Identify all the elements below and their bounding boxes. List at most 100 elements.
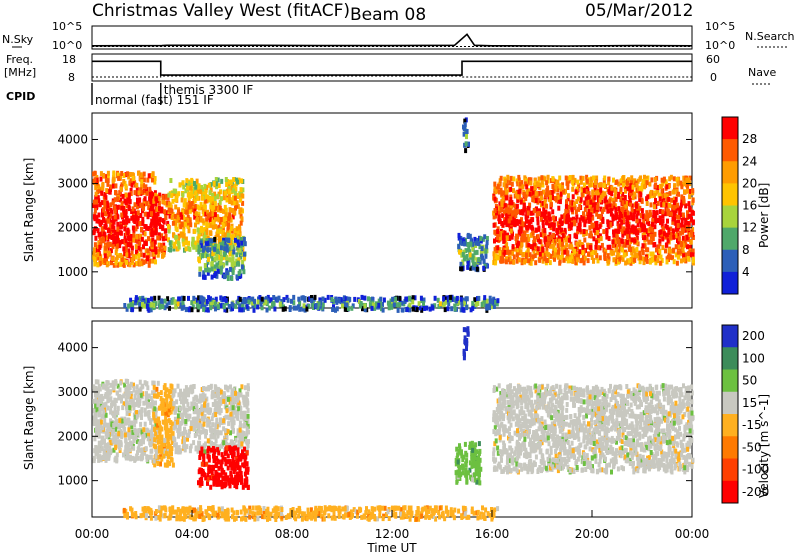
- range-cell: [647, 240, 650, 245]
- range-cell: [142, 427, 145, 432]
- range-cell: [141, 237, 144, 242]
- range-cell: [503, 220, 506, 225]
- range-cell: [653, 193, 656, 198]
- range-cell: [225, 182, 228, 187]
- range-cell: [108, 398, 111, 403]
- range-cell: [509, 187, 512, 192]
- range-cell: [213, 247, 216, 252]
- freq-tick-bottom: 8: [68, 71, 75, 84]
- range-cell: [377, 303, 380, 308]
- range-cell: [398, 296, 401, 301]
- range-cell: [619, 212, 622, 217]
- range-cell: [208, 183, 211, 188]
- range-cell: [114, 379, 117, 384]
- range-cell: [125, 220, 128, 225]
- range-cell: [137, 253, 140, 258]
- range-cell: [174, 299, 177, 304]
- range-cell: [257, 300, 260, 305]
- range-cell: [602, 229, 605, 234]
- cpid-segment-label: themis 3300 IF: [164, 83, 254, 97]
- range-cell: [149, 442, 152, 447]
- range-cell: [344, 307, 347, 312]
- range-cell: [240, 307, 243, 312]
- range-cell: [97, 411, 100, 416]
- range-cell: [222, 297, 225, 302]
- range-cell: [125, 253, 128, 258]
- range-cell: [168, 389, 171, 394]
- colorbar-tick-label: 16: [742, 199, 757, 213]
- range-cell: [322, 302, 325, 307]
- range-cell: [93, 251, 96, 256]
- range-cell: [163, 438, 166, 443]
- range-cell: [163, 209, 166, 214]
- range-cell: [608, 199, 611, 204]
- range-cell: [608, 236, 611, 241]
- range-cell: [476, 267, 479, 272]
- range-cell: [144, 184, 147, 189]
- range-cell: [529, 181, 532, 186]
- range-cell: [197, 249, 200, 254]
- range-cell: [231, 245, 234, 250]
- range-cell: [139, 410, 142, 415]
- range-cell: [665, 243, 668, 248]
- range-cell: [102, 410, 105, 415]
- range-cell: [505, 207, 508, 212]
- range-cell: [159, 305, 162, 310]
- range-cell: [183, 296, 186, 301]
- range-cell: [146, 304, 149, 309]
- range-cell: [412, 307, 415, 312]
- range-cell: [138, 241, 141, 246]
- range-cell: [186, 218, 189, 223]
- range-cell: [622, 200, 625, 205]
- range-cell: [431, 306, 434, 311]
- range-cell: [500, 200, 503, 205]
- range-cell: [114, 456, 117, 461]
- range-cell: [484, 254, 487, 259]
- range-cell: [147, 298, 150, 303]
- range-cell: [680, 258, 683, 263]
- range-cell: [398, 302, 401, 307]
- range-cell: [569, 244, 572, 249]
- range-cell: [689, 214, 692, 219]
- range-cell: [345, 303, 348, 308]
- range-cell: [666, 225, 669, 230]
- range-cell: [418, 301, 421, 306]
- range-cell: [653, 224, 656, 229]
- range-cell: [154, 432, 157, 437]
- range-cell: [643, 235, 646, 240]
- power-colorbar-label: Power [dB]: [757, 183, 771, 248]
- range-cell: [331, 307, 334, 312]
- range-cell: [234, 184, 237, 189]
- range-cell: [686, 184, 689, 189]
- range-cell: [185, 210, 188, 215]
- range-cell: [231, 262, 234, 267]
- range-cell: [420, 296, 423, 301]
- range-cell: [624, 195, 627, 200]
- range-cell: [132, 218, 135, 223]
- range-cell: [624, 231, 627, 236]
- range-cell: [488, 305, 491, 310]
- range-cell: [621, 239, 624, 244]
- range-cell: [620, 220, 623, 225]
- range-cell: [223, 246, 226, 251]
- range-cell: [126, 197, 129, 202]
- range-cell: [211, 206, 214, 211]
- range-cell: [649, 226, 652, 231]
- range-cell: [565, 176, 568, 181]
- range-cell: [512, 176, 515, 181]
- range-cell: [498, 251, 501, 256]
- range-cell: [537, 246, 540, 251]
- range-cell: [661, 245, 664, 250]
- range-cell: [154, 259, 157, 264]
- range-cell: [318, 302, 321, 307]
- range-cell: [132, 226, 135, 231]
- range-cell: [191, 307, 194, 312]
- range-cell: [293, 306, 296, 311]
- range-cell: [112, 171, 115, 176]
- range-cell: [464, 148, 467, 153]
- range-cell: [104, 211, 107, 216]
- range-cell: [560, 214, 563, 219]
- range-cell: [572, 194, 575, 199]
- range-cell: [231, 208, 234, 213]
